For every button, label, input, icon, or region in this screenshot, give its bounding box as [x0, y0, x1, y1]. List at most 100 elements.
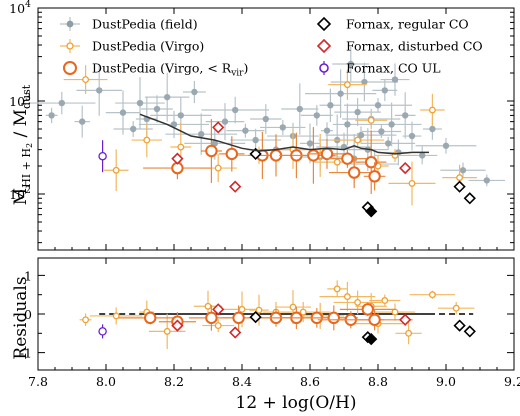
diamond-marker	[171, 319, 184, 332]
field-point	[58, 99, 65, 107]
virgo-point	[144, 311, 157, 325]
diamond-marker	[463, 192, 476, 205]
virgo-point	[333, 285, 341, 293]
legend-marker	[63, 61, 77, 75]
top-y-axis-label: MHI + H2 / Mdust	[11, 84, 34, 205]
field-point	[374, 102, 382, 109]
virgo-point	[452, 304, 460, 312]
ylabel-sub: HI + H	[20, 148, 33, 188]
field-point	[378, 128, 385, 135]
field-point	[354, 108, 361, 116]
virgo-point	[82, 76, 90, 84]
diamond-marker	[212, 121, 225, 134]
x-axis-label: 12 + log(O/H)	[236, 393, 357, 413]
virgo-point	[333, 158, 341, 166]
field-point	[306, 140, 314, 147]
field-point	[442, 142, 450, 149]
legend-item: Fornax, disturbed CO	[316, 39, 483, 54]
virgo-point	[368, 313, 381, 326]
x-tick-label: 8.8	[368, 374, 388, 389]
diamond-marker	[399, 313, 412, 326]
y-tick-label: 1	[24, 268, 32, 283]
virgo-point	[255, 306, 263, 314]
ylabel-part: / M	[11, 109, 31, 143]
diamond-marker	[171, 152, 184, 165]
virgo-point	[327, 311, 340, 325]
diamond-marker	[316, 16, 332, 32]
virgo-point	[368, 170, 381, 183]
x-tick-label: 8.6	[300, 374, 320, 389]
field-point	[361, 78, 368, 86]
diamond-marker	[365, 205, 378, 218]
virgo-point	[205, 144, 218, 158]
legend-item: Fornax, CO UL	[319, 61, 441, 76]
x-tick-label: 9.0	[436, 374, 456, 389]
bottom-panel: 7.8 8.0 8.2 8.4 8.6 8.8 9.0 9.2 -1 0 1	[20, 257, 520, 389]
legend-label-part: R	[222, 61, 232, 76]
legend-label: DustPedia (field)	[92, 17, 198, 32]
field-point	[232, 106, 239, 114]
field-point	[385, 140, 392, 147]
virgo-point	[112, 312, 120, 320]
field-point	[170, 121, 178, 128]
field-point	[279, 124, 286, 131]
virgo-point	[98, 151, 107, 161]
diamond-marker	[249, 147, 262, 161]
y-tick-exp: 4	[25, 0, 31, 10]
field-point	[296, 105, 303, 113]
field-point	[408, 132, 416, 140]
field-point	[402, 112, 409, 119]
y-tick-label: 0	[24, 307, 32, 322]
field-point	[252, 136, 259, 144]
field-point	[130, 125, 137, 133]
virgo-point	[456, 174, 464, 182]
field-point	[262, 115, 269, 123]
legend-label-part: )	[243, 61, 248, 76]
legend-item: DustPedia (Virgo, < Rvir)	[63, 61, 248, 79]
x-tick-label: 7.8	[28, 374, 48, 389]
virgo-point	[143, 136, 151, 144]
virgo-point	[225, 147, 239, 161]
field-point	[136, 99, 144, 107]
field-point	[344, 121, 351, 128]
field-point	[198, 130, 205, 138]
virgo-point	[367, 116, 375, 124]
field-point	[242, 127, 249, 134]
virgo-point	[361, 303, 374, 316]
diamond-marker	[212, 303, 225, 316]
virgo-point	[214, 164, 222, 172]
field-point	[391, 76, 399, 83]
x-tick-label: 8.4	[232, 374, 252, 389]
virgo-point	[177, 143, 185, 151]
diamond-marker	[399, 161, 412, 175]
legend-marker	[66, 42, 74, 50]
x-tick-label: 8.0	[96, 374, 116, 389]
legend-label: DustPedia (Virgo, < Rvir)	[92, 61, 248, 79]
field-point	[79, 118, 86, 125]
field-point	[191, 88, 198, 96]
legend-label: DustPedia (Virgo)	[92, 39, 204, 54]
virgo-point	[408, 179, 416, 187]
y-tick-label: -1	[20, 346, 32, 361]
virgo-point	[238, 305, 246, 313]
field-point	[119, 109, 127, 116]
field-point	[429, 125, 436, 133]
virgo-point	[204, 302, 212, 310]
virgo-point	[232, 311, 245, 325]
field-point	[381, 87, 388, 94]
ylabel-sub2: 2	[25, 143, 34, 148]
virgo-point	[391, 308, 399, 316]
diamond-marker	[365, 332, 378, 346]
virgo-point	[112, 166, 120, 174]
virgo-point	[428, 106, 436, 114]
virgo-point	[98, 327, 107, 336]
virgo-point	[381, 297, 389, 304]
field-point	[48, 112, 55, 119]
virgo-point	[354, 298, 362, 306]
virgo-point	[365, 155, 378, 169]
field-point	[419, 152, 426, 159]
running-median-line	[139, 113, 429, 155]
virgo-point	[320, 147, 334, 161]
